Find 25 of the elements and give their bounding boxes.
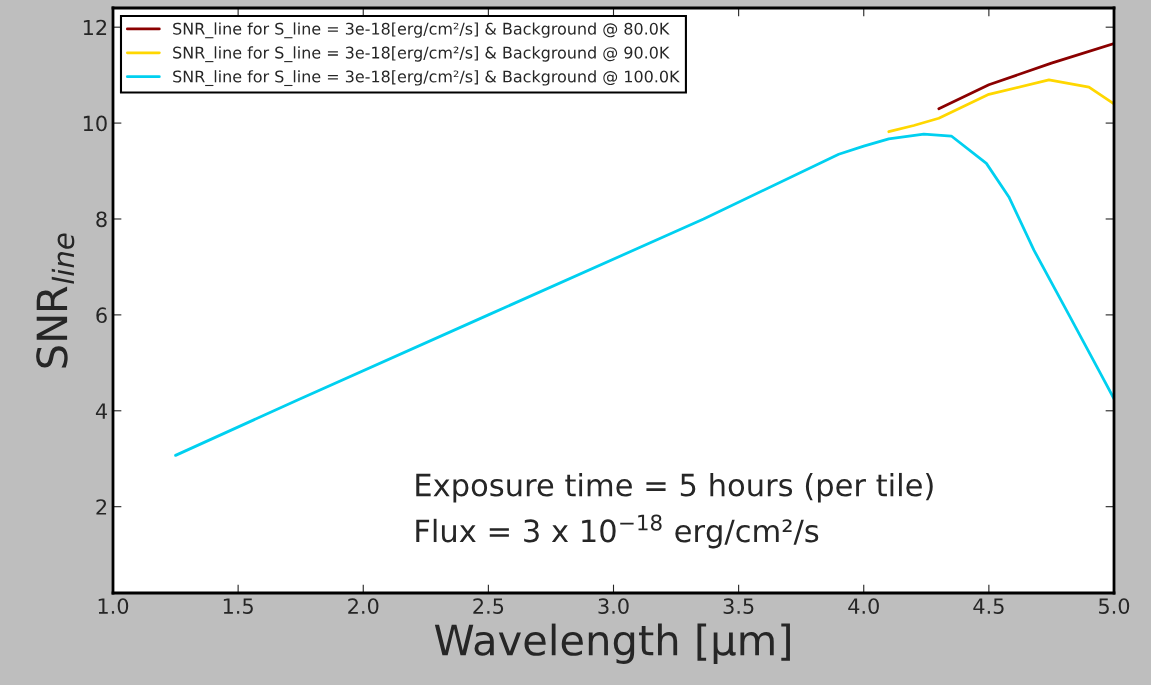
x-tick-label: 2.0 <box>348 598 379 614</box>
y-tick-label: 2 <box>96 499 107 515</box>
y-tick-label: 6 <box>96 307 107 324</box>
x-tick-label: 4.5 <box>973 598 1004 614</box>
y-tick-label: 12 <box>83 19 107 36</box>
y-tick-label: 8 <box>96 211 107 228</box>
line-series <box>887 78 1114 134</box>
x-tick-label: 2.5 <box>473 598 504 614</box>
y-tick-label: 4 <box>95 403 107 419</box>
y-axis-title: SNR$_{line}$ <box>36 233 75 368</box>
line-series <box>174 132 1114 457</box>
x-tick-label: 1.0 <box>98 598 129 614</box>
legend-label: SNR_line for S_line = 3e-18[erg/cm²/s] & Background @ 100.0K <box>173 70 680 87</box>
annotation: Flux = 3 x 10$^{−18}$ erg/cm²/s <box>416 514 819 549</box>
legend-label: SNR_line for S_line = 3e-18[erg/cm²/s] & Background @ 90.0K <box>173 46 670 63</box>
x-tick-label: 3.0 <box>598 598 629 614</box>
annotation: Exposure time = 5 hours (per tile) <box>416 472 933 503</box>
x-tick-label: 1.5 <box>223 598 253 614</box>
x-tick-label: 4.0 <box>848 598 879 614</box>
x-tick-label: 5.0 <box>1099 598 1130 614</box>
legend-label: SNR_line for S_line = 3e-18[erg/cm²/s] & Background @ 80.0K <box>173 22 670 39</box>
y-tick-label: 10 <box>83 115 107 132</box>
x-axis-title: Wavelength [μm] <box>434 623 790 664</box>
x-tick-label: 3.5 <box>723 598 754 614</box>
line-series <box>937 42 1114 111</box>
